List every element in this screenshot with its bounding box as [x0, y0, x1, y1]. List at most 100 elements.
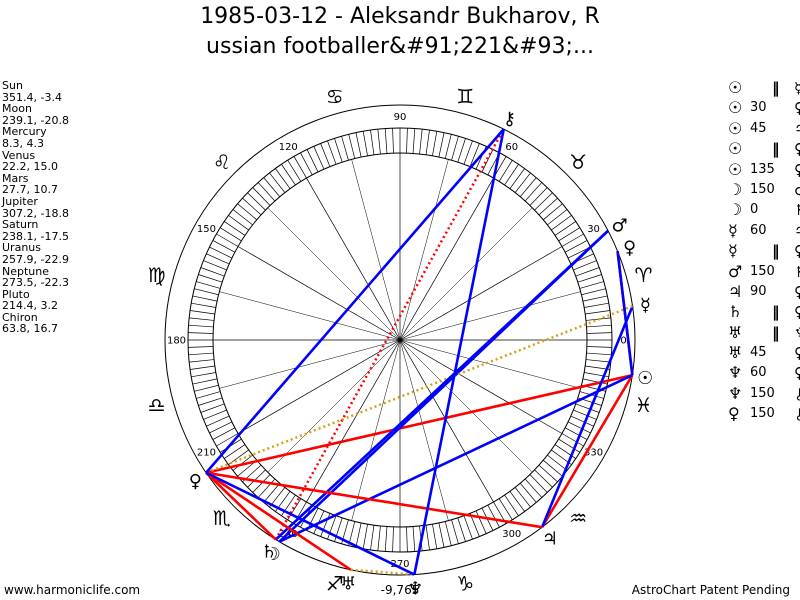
- degree-tick: [432, 524, 438, 549]
- degree-tick: [498, 160, 513, 182]
- aspect-planet1-glyph: ☽: [728, 200, 743, 220]
- degree-tick: [577, 274, 602, 283]
- zodiac-sign-glyph: ♋: [326, 85, 344, 109]
- aspect-planet1-glyph: ♅: [728, 322, 743, 342]
- aspect-row: ☉ ‖ ♀: [728, 139, 800, 159]
- aspect-row: ♄ ‖ ♀: [728, 302, 800, 322]
- aspect-row: ♅ 45 ♀: [728, 343, 800, 363]
- aspect-line: [540, 374, 634, 528]
- chart-title-line2: ussian footballer&#91;221&#93;...: [206, 34, 594, 59]
- degree-tick: [196, 281, 221, 289]
- degree-tick: [575, 403, 600, 413]
- degree-tick: [481, 149, 494, 173]
- aspect-line: [350, 568, 415, 576]
- degree-tick: [377, 129, 381, 155]
- chart-title-line1: 1985-03-12 - Aleksandr Bukharov, R: [200, 4, 600, 29]
- degree-tick: [287, 498, 302, 520]
- degree-tick: [419, 129, 423, 155]
- aspect-planet2-glyph: ♃: [794, 119, 800, 139]
- degree-tick: [384, 526, 388, 552]
- zodiac-sign-glyph: ♓: [634, 393, 652, 417]
- degree-tick: [216, 433, 239, 447]
- aspect-angle: 150: [750, 263, 775, 279]
- degree-tick: [524, 182, 543, 202]
- aspect-planet1-glyph: ☉: [728, 98, 743, 118]
- degree-tick: [487, 504, 500, 528]
- degree-tick: [432, 131, 438, 156]
- degree-tick: [586, 352, 612, 356]
- aspect-planet2-glyph: ♀: [794, 160, 800, 179]
- aspect-planet1-glyph: ☿: [728, 220, 738, 240]
- degree-tick: [406, 128, 408, 154]
- aspect-row: ☿ 60 ♃: [728, 221, 800, 241]
- degree-tick: [293, 156, 307, 179]
- degree-tick: [334, 138, 343, 163]
- degree-tick: [242, 197, 262, 216]
- planet-coords: 238.1, -17.5: [2, 229, 69, 243]
- degree-tick: [348, 134, 356, 159]
- zodiac-sign-glyph: ♉: [569, 150, 587, 174]
- degree-tick: [558, 438, 580, 453]
- degree-tick: [561, 433, 584, 447]
- degree-tick: [582, 378, 608, 385]
- planet-glyph: ♀: [623, 237, 636, 258]
- degree-label: 210: [197, 447, 216, 458]
- degree-tick: [585, 359, 611, 363]
- degree-tick: [370, 130, 375, 155]
- degree-tick: [504, 164, 519, 186]
- footer-website[interactable]: www.harmoniclife.com: [4, 583, 141, 597]
- degree-tick: [196, 391, 221, 399]
- aspect-row: ♂ 150 ♄: [728, 262, 800, 282]
- degree-tick: [469, 143, 480, 167]
- degree-tick: [547, 454, 568, 471]
- aspect-angle: 45: [750, 345, 767, 361]
- degree-tick: [257, 478, 276, 498]
- zodiac-sign-glyph: ♍: [148, 263, 166, 287]
- degree-tick: [203, 260, 227, 271]
- aspect-angle: 45: [750, 120, 767, 136]
- degree-tick: [362, 131, 368, 156]
- aspect-angle: 90: [750, 283, 767, 299]
- aspect-planet1-glyph: ♆: [728, 363, 743, 383]
- degree-tick: [534, 192, 553, 211]
- degree-tick: [475, 510, 487, 534]
- degree-tick: [263, 483, 281, 503]
- footer-notice: AstroChart Patent Pending: [631, 583, 790, 597]
- aspect-angle: 150: [750, 385, 775, 401]
- aspect-angle: 60: [750, 222, 767, 238]
- planet-glyph: ♃: [542, 529, 558, 550]
- aspect-angle: 135: [750, 161, 775, 177]
- aspect-line: [278, 373, 633, 543]
- degree-tick: [247, 469, 266, 488]
- planet-glyph: ☽: [265, 544, 281, 565]
- bottom-value-label: -9,765: [381, 583, 420, 597]
- aspect-line: [205, 128, 505, 474]
- planet-glyph: ♆: [407, 579, 423, 600]
- aspect-planet2-glyph: ♀: [794, 282, 800, 301]
- aspect-planet2-glyph: ♀: [794, 344, 800, 363]
- degree-tick: [237, 203, 257, 221]
- planet-glyph: ⚷: [503, 108, 516, 129]
- aspect-planet2-glyph: ♀: [794, 364, 800, 383]
- degree-tick: [191, 302, 216, 308]
- planet-coords: 214.4, 3.2: [2, 299, 58, 313]
- planet-coords: 27.7, 10.7: [2, 183, 58, 197]
- aspect-planet1-glyph: ♀: [728, 404, 740, 424]
- aspect-parallel-glyph: ‖: [772, 323, 780, 342]
- degree-tick: [190, 365, 215, 370]
- degree-tick: [191, 372, 216, 378]
- degree-tick: [252, 187, 271, 206]
- aspect-planet1-glyph: ♅: [728, 343, 743, 363]
- planet-name: Chiron: [2, 310, 38, 324]
- degree-label: 0: [620, 336, 626, 347]
- aspect-planet2-glyph: ⚷: [794, 405, 800, 424]
- planet-coords: 307.2, -18.8: [2, 206, 69, 220]
- degree-tick: [406, 526, 408, 552]
- aspect-planet1-glyph: ☉: [728, 159, 743, 179]
- aspect-list: ☉‖☿☉30♀☉45♃☉‖♀☉135♀☽150♂☽0♄☿60♃☿‖♀♂150♄♃…: [728, 78, 800, 425]
- zodiac-sign-glyph: ♐: [326, 571, 344, 595]
- aspect-row: ☉ 135 ♀: [728, 160, 800, 180]
- degree-tick: [200, 267, 225, 277]
- aspect-row: ♅ ‖ ♆: [728, 323, 800, 343]
- planet-name: Neptune: [2, 264, 50, 278]
